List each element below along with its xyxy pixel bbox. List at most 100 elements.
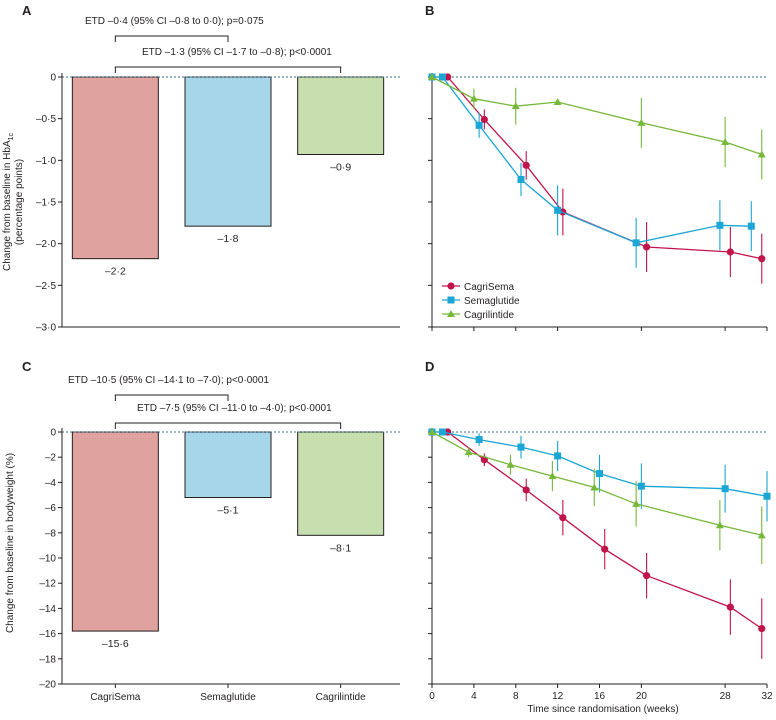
panel-c-ylabel: Change from baseline in bodyweight (%) — [5, 453, 16, 633]
comparison-bracket-1 — [114, 394, 229, 401]
legend-marker-cagrisema — [447, 282, 455, 290]
data-point-semaglutide — [554, 206, 562, 214]
data-point-semaglutide — [747, 222, 755, 230]
data-point-semaglutide — [716, 221, 724, 229]
panel-c-annotation-2: ETD –7·5 (95% CI –11·0 to –4·0); p<0·000… — [137, 403, 332, 414]
panel-a-ylabel-line2: (percentage points) — [14, 159, 25, 245]
y-tick-label: –2·5 — [36, 281, 56, 292]
y-tick-label: 0 — [50, 428, 56, 439]
series-line-semaglutide — [432, 76, 752, 244]
comparison-bracket-1 — [114, 35, 229, 42]
x-category-label-cagrisema: CagriSema — [90, 692, 140, 703]
panel-c-annotation-1: ETD –10·5 (95% CI –14·1 to –7·0); p<0·00… — [68, 375, 269, 386]
legend-label-cagrilintide: Cagrilintide — [464, 310, 514, 321]
data-point-cagrisema — [601, 545, 609, 553]
y-tick-label: –18 — [39, 654, 56, 665]
data-point-cagrilintide — [428, 73, 436, 80]
bar-semaglutide — [184, 431, 272, 499]
data-point-cagrilintide — [590, 483, 599, 491]
x-tick-label: 8 — [513, 691, 519, 702]
data-point-cagrilintide — [428, 428, 436, 435]
data-point-cagrilintide — [721, 138, 730, 145]
panel-c-letter: C — [22, 359, 32, 374]
bar-value-label: –2·2 — [105, 266, 126, 278]
panel-a-plot: –2·2 –1·8 –0·9 0 –0·5 –1·0 –1·5 –2·0 –2·5 –3·0 — [36, 35, 400, 334]
data-point-cagrilintide — [715, 521, 724, 529]
panel-b-legend: CagriSema Semaglutide Cagrilintide — [442, 282, 520, 321]
x-tick-label: 32 — [761, 691, 773, 702]
comparison-bracket-2 — [114, 422, 342, 429]
y-tick-label: –16 — [39, 629, 56, 640]
data-point-cagrisema — [758, 624, 766, 633]
data-point-semaglutide — [763, 492, 771, 500]
panel-d-plot: 0 4 8 12 16 20 28 32 — [428, 428, 773, 702]
panel-c: C Change from baseline in bodyweight (%)… — [5, 359, 400, 703]
panel-a: A Change from baseline in HbA1c (percent… — [2, 3, 400, 334]
data-point-semaglutide — [438, 428, 446, 436]
y-tick-label: –8 — [45, 528, 57, 539]
y-tick-label: 0 — [50, 73, 56, 84]
y-tick-label: –14 — [39, 604, 56, 615]
x-category-label-cagrilintide: Cagrilintide — [316, 692, 366, 703]
series-line-cagrisema — [432, 76, 762, 260]
legend-item-cagrisema: CagriSema — [442, 282, 514, 293]
data-point-cagrisema — [559, 514, 567, 522]
bar-value-label: –1·8 — [217, 233, 238, 245]
panel-d-letter: D — [425, 359, 434, 374]
data-point-cagrilintide — [757, 150, 766, 158]
series-cagrilintide — [428, 73, 766, 180]
data-point-cagrilintide — [548, 472, 557, 480]
bar-value-label: –5·1 — [217, 505, 238, 517]
panel-a-ylabel: Change from baseline in HbA1c — [2, 132, 15, 271]
x-tick-label: 16 — [594, 691, 606, 702]
y-tick-label: –2 — [45, 453, 57, 464]
panel-d: D 0 4 8 12 16 20 28 32 Time since randomisation… — [425, 359, 773, 715]
data-point-semaglutide — [517, 443, 525, 451]
data-point-semaglutide — [475, 436, 483, 444]
data-point-semaglutide — [517, 176, 525, 183]
y-tick-label: –0·5 — [36, 114, 56, 125]
panel-a-annotation-1: ETD –0·4 (95% CI –0·8 to 0·0); p=0·075 — [85, 16, 264, 27]
series-semaglutide — [428, 428, 771, 522]
series-line-cagrilintide — [431, 431, 762, 536]
bar-cagrisema — [71, 431, 159, 632]
data-point-cagrilintide — [757, 531, 766, 539]
data-point-cagrisema — [643, 572, 651, 580]
x-tick-label: 28 — [720, 691, 732, 702]
series-cagrisema — [428, 428, 766, 659]
x-tick-label: 4 — [471, 691, 477, 702]
panel-a-ylabel-line1: Change from baseline in HbA — [2, 140, 13, 271]
data-point-semaglutide — [596, 470, 603, 478]
comparison-bracket-2 — [114, 66, 342, 73]
data-point-cagrilintide — [506, 460, 515, 468]
panel-a-ylabel-sub: 1c — [8, 132, 15, 140]
panel-a-letter: A — [22, 3, 32, 18]
y-tick-label: –3·0 — [36, 323, 56, 334]
data-point-cagrisema — [522, 161, 530, 169]
legend-item-semaglutide: Semaglutide — [442, 296, 520, 307]
legend-label-semaglutide: Semaglutide — [464, 296, 520, 307]
y-tick-label: –4 — [45, 478, 57, 489]
data-point-cagrilintide — [511, 102, 520, 110]
x-category-label-semaglutide: Semaglutide — [200, 692, 256, 703]
panel-b-letter: B — [425, 3, 434, 18]
y-tick-label: –10 — [39, 554, 56, 565]
series-cagrilintide — [428, 428, 766, 565]
data-point-cagrilintide — [464, 448, 473, 456]
data-point-cagrisema — [726, 248, 734, 256]
y-tick-label: –20 — [39, 680, 56, 691]
x-tick-label: 12 — [552, 691, 564, 702]
data-point-cagrisema — [522, 486, 530, 494]
x-tick-label: 0 — [429, 691, 435, 702]
series-semaglutide — [428, 73, 755, 268]
data-point-cagrisema — [480, 115, 488, 124]
data-point-cagrilintide — [553, 98, 562, 105]
data-point-semaglutide — [632, 239, 640, 247]
bar-cagrilintide — [297, 76, 385, 155]
bar-value-label: –15·6 — [102, 638, 129, 650]
data-point-cagrisema — [758, 255, 766, 263]
bar-value-label: –8·1 — [330, 542, 351, 554]
data-point-semaglutide — [438, 73, 446, 81]
bar-semaglutide — [184, 76, 272, 227]
